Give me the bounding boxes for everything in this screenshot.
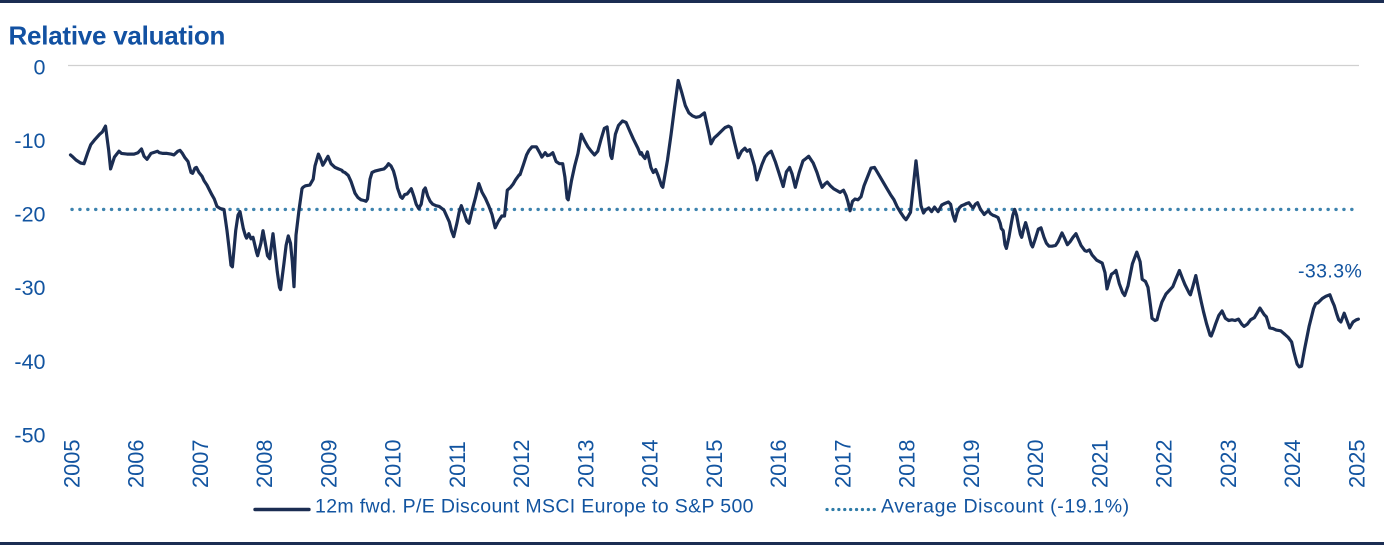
svg-text:2019: 2019 — [959, 440, 984, 489]
svg-text:-10: -10 — [14, 129, 45, 153]
svg-text:2022: 2022 — [1152, 440, 1177, 489]
svg-text:2011: 2011 — [445, 441, 470, 488]
svg-text:2017: 2017 — [830, 440, 855, 489]
svg-text:-40: -40 — [14, 350, 45, 374]
svg-text:2012: 2012 — [509, 440, 534, 489]
svg-text:-30: -30 — [14, 276, 45, 300]
svg-text:12m fwd. P/E Discount MSCI Eur: 12m fwd. P/E Discount MSCI Europe to S&P… — [315, 496, 754, 518]
svg-text:-50: -50 — [14, 424, 45, 448]
svg-text:2009: 2009 — [316, 440, 341, 489]
svg-text:2013: 2013 — [573, 440, 598, 489]
svg-text:2025: 2025 — [1344, 440, 1369, 489]
svg-text:2008: 2008 — [252, 440, 277, 489]
svg-text:2023: 2023 — [1216, 440, 1241, 489]
svg-text:2005: 2005 — [59, 440, 84, 489]
svg-text:2006: 2006 — [124, 440, 149, 489]
svg-text:2007: 2007 — [188, 440, 213, 489]
svg-text:2016: 2016 — [766, 440, 791, 489]
svg-text:-20: -20 — [14, 203, 45, 227]
svg-text:0: 0 — [34, 55, 46, 79]
svg-text:-33.3%: -33.3% — [1298, 261, 1362, 283]
svg-text:2015: 2015 — [702, 440, 727, 489]
svg-text:2024: 2024 — [1280, 440, 1305, 489]
svg-text:2014: 2014 — [638, 440, 663, 489]
svg-text:2018: 2018 — [895, 440, 920, 489]
svg-text:Relative valuation: Relative valuation — [9, 21, 226, 51]
svg-text:2020: 2020 — [1023, 440, 1048, 489]
svg-text:Average Discount (-19.1%): Average Discount (-19.1%) — [881, 496, 1130, 518]
svg-text:2010: 2010 — [381, 440, 406, 489]
svg-text:2021: 2021 — [1087, 440, 1112, 489]
